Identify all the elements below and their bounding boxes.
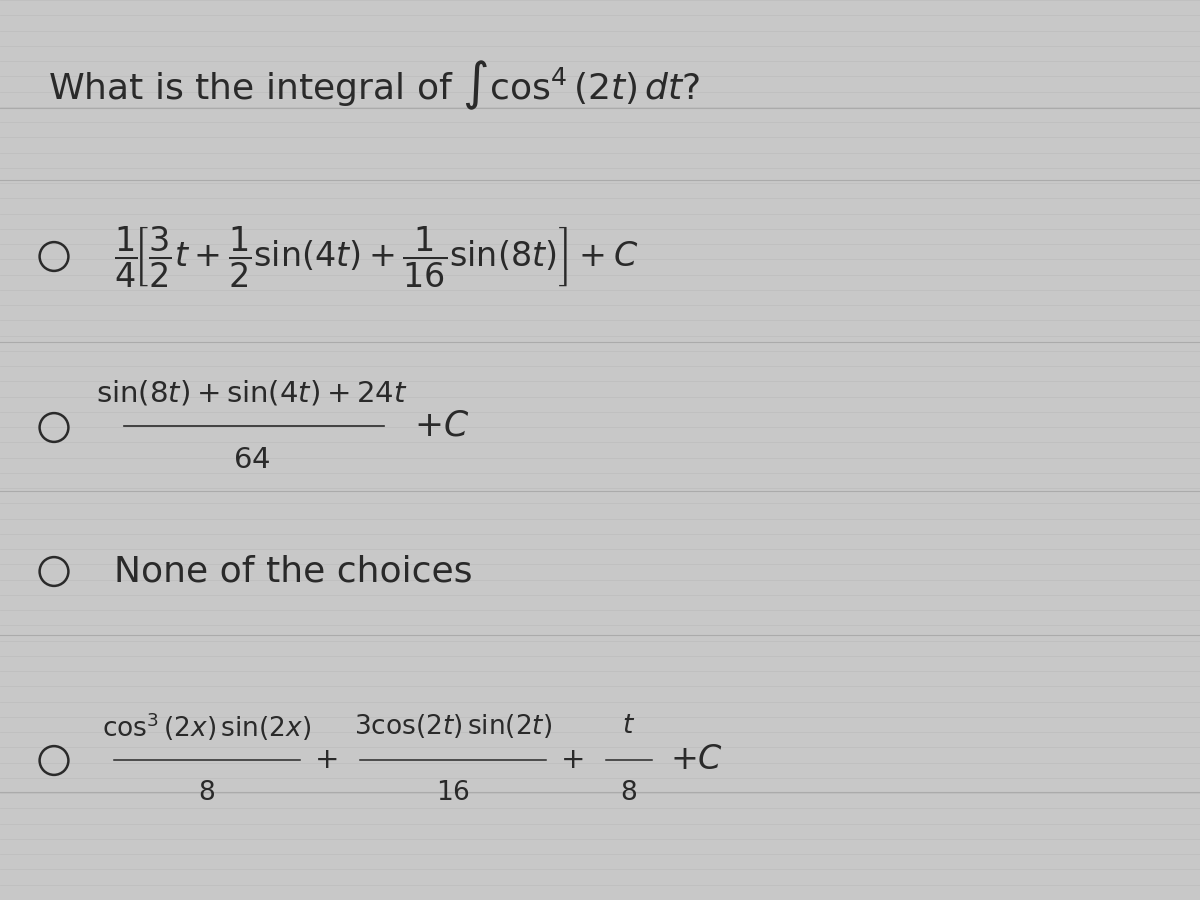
Text: $3\cos(2t)\,\sin(2t)$: $3\cos(2t)\,\sin(2t)$ xyxy=(354,712,552,741)
Text: What is the integral of $\int \cos^4(2t)\,dt$?: What is the integral of $\int \cos^4(2t)… xyxy=(48,58,700,112)
Text: $16$: $16$ xyxy=(436,780,470,806)
Text: $t$: $t$ xyxy=(623,714,635,739)
Text: $+ C$: $+ C$ xyxy=(670,743,722,776)
Text: $\cos^3(2x)\,\sin(2x)$: $\cos^3(2x)\,\sin(2x)$ xyxy=(102,710,312,742)
Text: None of the choices: None of the choices xyxy=(114,554,473,589)
Text: $+ C$: $+ C$ xyxy=(414,409,469,443)
Text: $8$: $8$ xyxy=(620,780,637,806)
Text: $+$: $+$ xyxy=(560,745,583,774)
Text: $64$: $64$ xyxy=(233,446,271,474)
Text: $\sin(8t)+\sin(4t)+24t$: $\sin(8t)+\sin(4t)+24t$ xyxy=(96,379,408,408)
Text: $\dfrac{1}{4}\!\left[\dfrac{3}{2}t + \dfrac{1}{2}\sin(4t) + \dfrac{1}{16}\sin(8t: $\dfrac{1}{4}\!\left[\dfrac{3}{2}t + \df… xyxy=(114,224,638,289)
Text: $+$: $+$ xyxy=(314,745,337,774)
Text: $8$: $8$ xyxy=(198,780,216,806)
